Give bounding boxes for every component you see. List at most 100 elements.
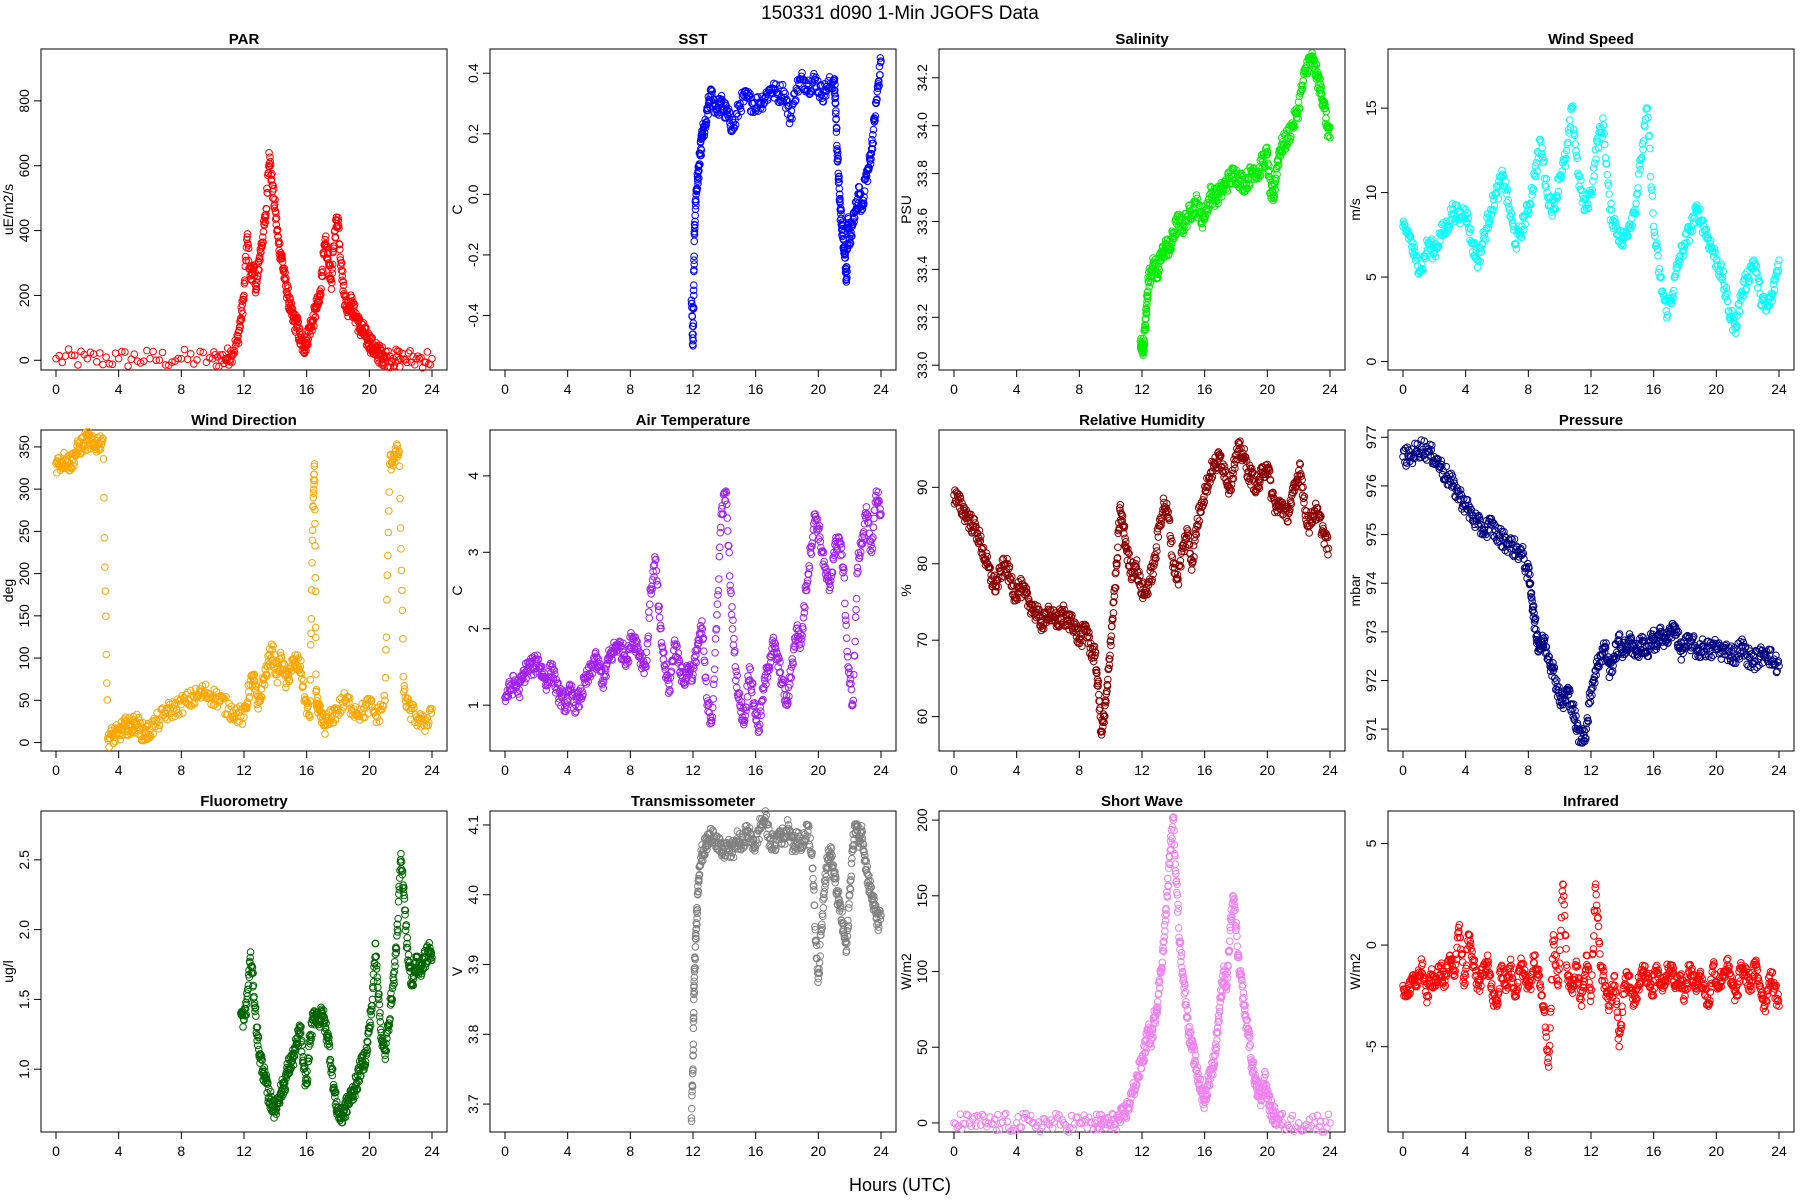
salinity-x-tick-label: 4 [1013, 381, 1021, 397]
relative-humidity-point [1305, 529, 1313, 537]
par-point [143, 346, 151, 355]
wind-direction-point [260, 681, 269, 689]
wind-speed-point [1467, 238, 1476, 247]
sst-point [744, 87, 752, 96]
salinity-point [1204, 205, 1212, 214]
wind-direction-point [384, 528, 393, 537]
wind-speed-point [1513, 229, 1521, 238]
sst-x-tick-label: 24 [873, 381, 889, 397]
wind-direction-point [186, 686, 195, 695]
wind-speed-point [1525, 209, 1533, 218]
wind-speed-point [1630, 208, 1639, 217]
wind-direction-point [267, 640, 276, 649]
wind-speed-point [1486, 205, 1495, 214]
salinity-point [1140, 346, 1148, 355]
wind-direction-y-tick-label: 0 [16, 738, 32, 746]
wind-speed-point [1529, 185, 1538, 194]
salinity-point [1325, 123, 1334, 131]
par-point [268, 169, 276, 178]
sst-point [707, 86, 716, 94]
sst-point [687, 299, 696, 308]
par-point [304, 335, 313, 343]
sst-point [689, 322, 698, 331]
wind-direction-point [138, 735, 146, 744]
wind-speed-point [1599, 121, 1608, 129]
wind-direction-point [421, 727, 429, 735]
wind-speed-point [1570, 131, 1579, 140]
salinity-point [1170, 232, 1179, 241]
par-point [266, 153, 274, 162]
relative-humidity-y-tick-label: 60 [914, 709, 930, 725]
salinity-point [1265, 161, 1273, 170]
par-point [263, 189, 272, 197]
wind-speed-point [1538, 144, 1546, 152]
salinity-point [1312, 60, 1321, 69]
wind-speed-point [1531, 162, 1540, 170]
wind-speed-point [1480, 234, 1488, 242]
wind-direction-point [102, 679, 111, 687]
wind-speed-point [1768, 297, 1776, 305]
sst-point [836, 194, 844, 203]
air-temperature-point [700, 647, 708, 655]
wind-direction-point [308, 558, 316, 567]
wind-direction-point [312, 670, 320, 678]
par-point [152, 356, 161, 365]
wind-speed-point [1589, 177, 1597, 185]
wind-speed-point [1696, 205, 1704, 213]
sst-x-tick-label: 20 [811, 381, 827, 397]
par-point [327, 285, 336, 293]
wind-speed-point [1577, 176, 1585, 184]
wind-speed-point [1634, 170, 1643, 178]
relative-humidity-x-tick-label: 20 [1260, 762, 1276, 778]
air-temperature-point [714, 586, 723, 595]
par-point [71, 351, 79, 360]
sst-point [837, 206, 846, 215]
air-temperature-point [711, 635, 720, 643]
pressure-title: Pressure [1559, 412, 1623, 429]
air-temperature-point [655, 613, 664, 622]
wind-speed-point [1679, 252, 1687, 260]
salinity-point [1155, 266, 1164, 274]
wind-speed-point [1594, 144, 1603, 152]
par-x-tick-label: 4 [115, 381, 123, 397]
wind-direction-point [384, 551, 392, 560]
wind-speed-point [1690, 214, 1699, 222]
wind-speed-point [1706, 239, 1714, 248]
wind-speed-point [1463, 219, 1471, 228]
par-point [310, 322, 318, 331]
wind-speed-y-axis-label: m/s [1347, 198, 1363, 221]
salinity-point [1282, 144, 1290, 153]
sst-point [835, 184, 844, 193]
wind-speed-point [1406, 232, 1415, 241]
salinity-point [1189, 205, 1198, 213]
wind-speed-point [1654, 251, 1662, 260]
air-temperature-point [725, 572, 734, 580]
wind-direction-point [313, 693, 322, 702]
sst-point [761, 93, 769, 102]
wind-speed-point [1632, 199, 1640, 208]
air-temperature-x-tick-label: 16 [748, 762, 764, 778]
wind-direction-point [285, 675, 294, 684]
pressure-x-tick-label: 16 [1646, 762, 1662, 778]
par-point [338, 276, 346, 285]
wind-speed-point [1466, 225, 1475, 233]
sst-x-tick-label: 4 [564, 381, 572, 397]
salinity-point [1142, 304, 1151, 313]
wind-direction-point [383, 571, 392, 580]
par-point [121, 348, 129, 356]
wind-direction-point [210, 685, 219, 694]
par-point [149, 347, 157, 356]
wind-speed-point [1442, 217, 1451, 225]
wind-direction-point [297, 656, 305, 665]
wind-speed-point [1775, 256, 1783, 264]
air-temperature-x-tick-label: 4 [564, 762, 572, 778]
wind-direction-point [147, 722, 156, 731]
par-point [67, 351, 76, 359]
salinity-point [1312, 60, 1320, 68]
wind-speed-point [1502, 189, 1511, 198]
sst-point [831, 92, 840, 101]
sst-point [689, 336, 697, 345]
par-point [239, 295, 248, 304]
sst-point [860, 187, 869, 196]
